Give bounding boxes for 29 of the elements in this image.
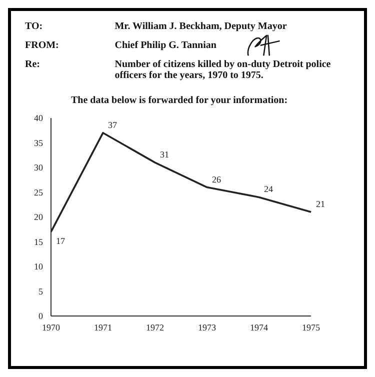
data-label: 37 <box>108 120 118 130</box>
y-tick-label: 5 <box>38 286 44 296</box>
data-label: 21 <box>316 199 325 210</box>
chart-subtitle: The data below is forwarded for your information: <box>70 95 289 106</box>
text: FROM: <box>24 40 60 51</box>
x-tick-label: 1972 <box>146 322 164 332</box>
y-tick-label: 40 <box>34 113 44 124</box>
text: Re: <box>24 59 41 72</box>
y-tick-label: 15 <box>34 236 44 247</box>
data-label: 24 <box>264 184 274 194</box>
text: Chief Philip G. Tannian <box>114 40 218 51</box>
x-tick-label: 1971 <box>94 322 112 332</box>
data-label: 26 <box>212 174 222 184</box>
x-tick-label: 1975 <box>302 322 320 332</box>
y-tick-label: 30 <box>34 162 44 173</box>
line-series <box>50 132 312 233</box>
y-tick-label: 25 <box>34 187 44 198</box>
x-tick-label: 1973 <box>198 322 216 332</box>
y-tick-label: 10 <box>34 262 44 272</box>
chart-title: Number of citizens killed by on-duty Detroit police officers for the years, 1970 to 1975. <box>114 59 332 81</box>
y-tick-label: 0 <box>38 311 44 322</box>
data-label: 17 <box>56 236 66 246</box>
y-tick-label: 35 <box>34 138 44 148</box>
x-tick-label: 1974 <box>250 322 268 332</box>
y-tick-label: 20 <box>34 212 44 222</box>
x-tick-label: 1970 <box>42 322 60 332</box>
text: Mr. William J. Beckham, Deputy Mayor <box>114 21 288 32</box>
text: TO: <box>24 21 44 32</box>
data-label: 31 <box>160 150 169 160</box>
